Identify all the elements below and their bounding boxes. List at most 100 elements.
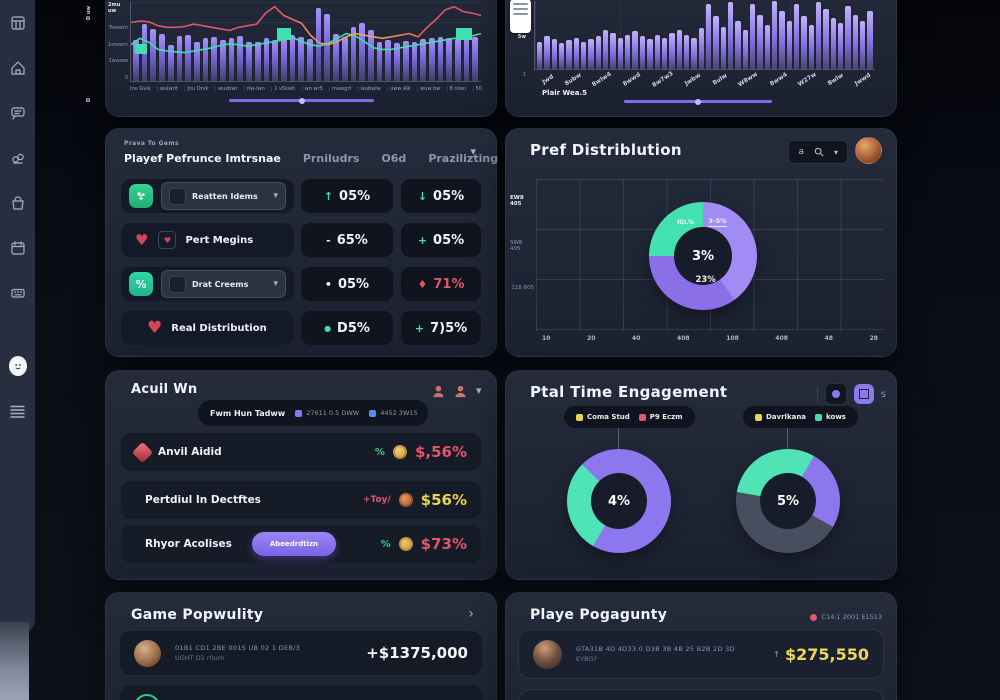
metric-badge: -65%	[301, 223, 393, 257]
action-button[interactable]: Abeedrdtizn	[251, 532, 337, 556]
bag-icon[interactable]	[9, 194, 27, 212]
bar	[537, 41, 543, 69]
metric-badge: ♦ 71%	[401, 267, 481, 301]
stat-label: Rhyor Acolises	[145, 538, 232, 550]
chart-legend: Coma Stud P9 Eczm	[564, 406, 695, 428]
bar	[289, 35, 296, 81]
red-dot-icon	[809, 613, 817, 621]
tab-predictions[interactable]: Prniludrs	[302, 152, 360, 165]
stat-row[interactable]: Anvil Aidid % $,56%	[121, 433, 481, 471]
donut-segment-label: 23%	[695, 275, 716, 286]
legend-connector	[787, 428, 788, 449]
tab-precisions[interactable]: Prazilizting	[428, 152, 499, 165]
tick-label: 8wlw4	[591, 70, 614, 89]
trend-range-slider[interactable]	[229, 97, 374, 104]
chat-icon[interactable]	[9, 104, 27, 122]
tick-label: Jwd	[541, 73, 556, 86]
tick-label: 8w7w3	[651, 70, 676, 89]
keyboard-icon[interactable]	[9, 284, 27, 302]
list-item[interactable]: B7B31 3DB1 4B1 3B 3B 4B 3B31 3B3 4B 3B +…	[518, 689, 884, 700]
cloud-icon[interactable]	[9, 149, 27, 167]
legend-item: Davrlkana	[755, 413, 806, 421]
metric-badge: +7)5%	[401, 311, 481, 345]
bar	[333, 33, 339, 81]
bar	[830, 18, 837, 69]
pref-x-axis: 10 20 40 408 108 408 48 28	[542, 335, 878, 342]
stat-row[interactable]: Rhyor Acolises Abeedrdtizn % $73%	[121, 525, 481, 563]
calculator-icon[interactable]	[9, 14, 27, 32]
tick-label: 50	[472, 86, 482, 92]
stat-row[interactable]: Pertdiul In Dectftes +Toy/ $56%	[121, 481, 481, 519]
metric-badge: +05%	[401, 223, 481, 257]
bar	[298, 36, 305, 81]
tick-label: 1wwww	[108, 58, 128, 65]
collapse-chevron-icon[interactable]: ▾	[476, 384, 482, 397]
user-avatar[interactable]	[855, 137, 882, 164]
list-item[interactable]: 62 Twu 3wlWy 3 2M 3w0 7w +$25,34,5400	[120, 685, 482, 700]
bar	[742, 29, 748, 69]
metric-row: Reatten Idems ▾	[121, 179, 294, 213]
legend-item: Coma Stud	[576, 413, 630, 421]
metric-row: ♥ ♥ Pert Megins	[121, 223, 294, 257]
tick-label: 118 605	[511, 285, 534, 291]
home-icon[interactable]	[9, 59, 27, 77]
chevron-right-icon[interactable]: ›	[468, 606, 474, 622]
tick-label: 28	[869, 335, 878, 342]
bar	[455, 39, 461, 81]
list-item[interactable]: GTA31B 4D 4D33.0 D3B 3B 4B 25 B2B 2D 3D …	[518, 629, 884, 679]
search-icon[interactable]	[814, 147, 824, 157]
tab-performance-metrics[interactable]: Playef Pefrunce Imtrsnae	[124, 152, 281, 165]
tick-label: 8ww4	[768, 71, 789, 88]
tick-label: W27w	[797, 70, 819, 89]
dot-icon: •	[324, 277, 332, 291]
metric-dropdown[interactable]: Drat Creems ▾	[161, 270, 286, 298]
legend-item: 4452 3W15	[369, 409, 418, 417]
performance-subtitle: Prava To Gems	[124, 140, 179, 147]
tick-label: EW8 405	[510, 195, 524, 207]
text-tool-button[interactable]: a	[798, 147, 804, 157]
volume-range-slider[interactable]	[624, 98, 772, 105]
bar	[698, 28, 704, 69]
bar	[603, 29, 609, 69]
performance-tabs: Playef Pefrunce Imtrsnae Prniludrs O6d P…	[124, 152, 498, 165]
player-avatar	[134, 639, 161, 667]
slider-handle[interactable]	[695, 98, 701, 105]
collapse-chevron-icon[interactable]: ▾	[470, 145, 476, 158]
profile-avatar-icon[interactable]	[8, 356, 27, 376]
badge-value: D5%	[337, 320, 370, 336]
menu-icon[interactable]	[9, 402, 27, 420]
metric-row: % Drat Creems ▾	[121, 267, 294, 301]
bar	[472, 36, 479, 81]
bar	[625, 35, 631, 69]
slider-handle[interactable]	[298, 97, 305, 104]
engagement-card: Ptal Time Engagement s Coma Stud P9 Eczm…	[505, 370, 897, 580]
person-icon[interactable]	[431, 384, 446, 399]
legend-item: kows	[815, 413, 846, 421]
performance-card: Prava To Gems Playef Pefrunce Imtrsnae P…	[105, 128, 498, 357]
chevron-down-icon[interactable]: ▾	[833, 147, 838, 157]
metric-dropdown[interactable]: Reatten Idems ▾	[161, 182, 286, 210]
donut-segment-label: IGL%	[677, 219, 695, 227]
bar	[573, 37, 580, 69]
tick-label: 8 nlwn	[446, 86, 467, 92]
tick-label: 8ubw	[563, 71, 583, 88]
tick-label: Twwwm	[108, 24, 128, 31]
clipped-axis-text: D	[86, 98, 92, 103]
bar	[654, 35, 660, 69]
bar	[749, 4, 756, 69]
bar	[307, 39, 313, 81]
bar	[852, 14, 859, 69]
arrow-up-icon: ↑	[323, 189, 334, 203]
calendar-icon[interactable]	[9, 239, 27, 257]
legend-item: 27611 0.5 DWW	[295, 409, 359, 417]
grid-view-button[interactable]	[853, 384, 874, 404]
badge-value: 65%	[336, 232, 368, 248]
player-progression-card: Playe Pogagunty C14:1 2001 E1513 GTA31B …	[505, 592, 897, 700]
list-item[interactable]: 01B1 CD1 2BE 001S UB 02 1 DEB/3 UGHT D1 …	[120, 631, 482, 675]
chart-legend: Fwm Hun Tadww 27611 0.5 DWW 4452 3W15	[198, 400, 428, 426]
tab-odd[interactable]: O6d	[381, 152, 407, 165]
person-icon[interactable]	[453, 384, 468, 399]
item-line2: EYBG?	[576, 655, 597, 663]
toggle-button[interactable]	[824, 383, 847, 405]
